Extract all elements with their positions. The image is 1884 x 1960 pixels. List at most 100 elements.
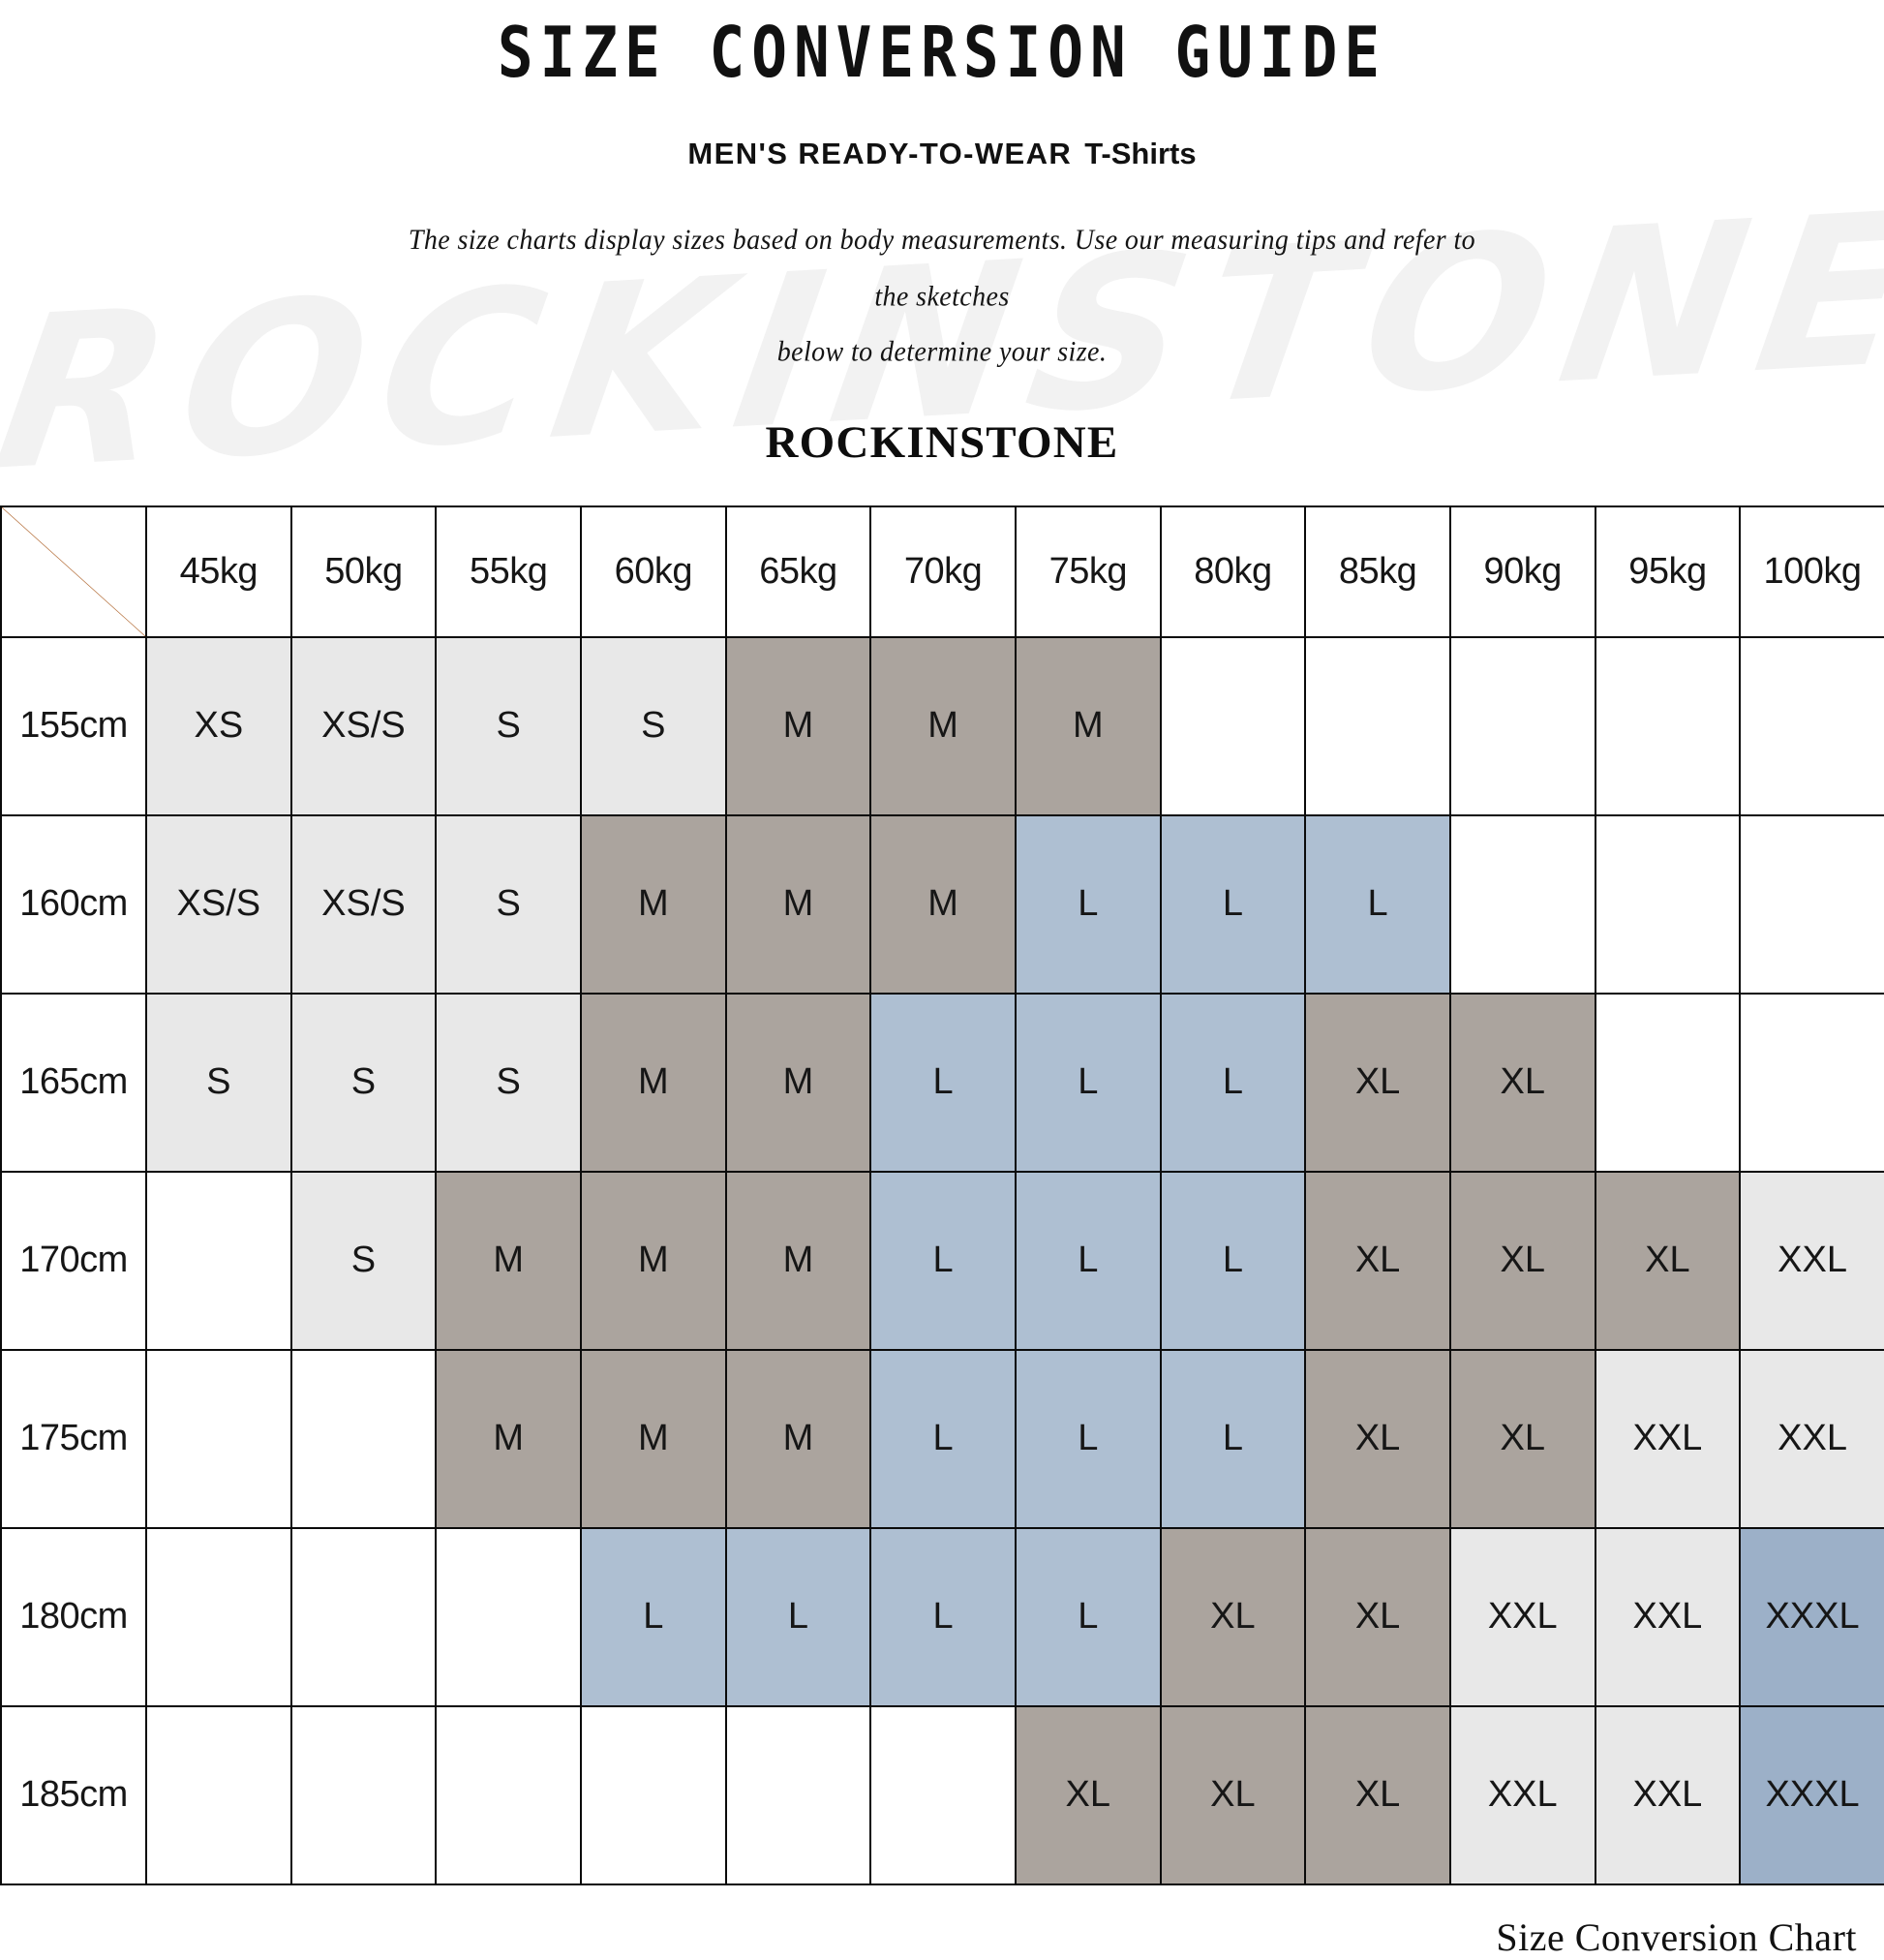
size-cell: XXL [1739,1170,1884,1351]
size-cell: XS [145,635,292,816]
description-line-2: below to determine your size. [776,336,1108,369]
size-cell: M [1014,635,1162,816]
subtitle: MEN'S READY-TO-WEAR T-Shirts [0,137,1884,171]
size-cell: M [724,635,872,816]
size-cell: XXL [1594,1526,1742,1707]
size-cell: S [579,635,727,816]
size-cell-empty [1448,635,1596,816]
column-header-weight: 90kg [1448,505,1596,638]
size-cell: XS/S [289,813,438,995]
size-cell-empty [869,1704,1017,1885]
size-cell: L [1014,992,1162,1173]
size-cell-empty [289,1704,438,1885]
size-cell: L [1014,1170,1162,1351]
size-cell: M [579,1348,727,1529]
size-cell: S [145,992,292,1173]
size-cell: XXL [1448,1526,1596,1707]
size-cell: M [869,813,1017,995]
size-cell-empty [1739,992,1884,1173]
size-conversion-table: 45kg 50kg 55kg 60kg 65kg 70kg 75kg 80kg 85kg 90kg… [0,505,1884,1885]
size-cell: L [1014,1348,1162,1529]
table-row: 160cm XS/S XS/S S M M M L L L [0,813,1884,995]
table-header-row: 45kg 50kg 55kg 60kg 65kg 70kg 75kg 80kg 85kg 90kg… [0,505,1884,638]
size-cell: XL [1159,1704,1307,1885]
table-row: 185cm XL XL XL XXL XXL XXXL [0,1704,1884,1885]
subtitle-category: MEN'S READY-TO-WEAR [687,137,1073,171]
row-header-height: 160cm [0,813,147,995]
size-cell: XL [1448,1170,1596,1351]
table-row: 165cm S S S M M L L L XL XL [0,992,1884,1173]
description: The size charts display sizes based on b… [395,213,1489,382]
column-header-weight: 50kg [289,505,438,638]
size-cell-empty [435,1526,582,1707]
description-line-1: The size charts display sizes based on b… [408,224,1476,313]
size-cell: XL [1594,1170,1742,1351]
size-cell: XXXL [1739,1704,1884,1885]
column-header-weight: 55kg [435,505,582,638]
table-row: 155cm XS XS/S S S M M M [0,635,1884,816]
size-cell: L [869,992,1017,1173]
size-cell: S [289,992,438,1173]
size-cell: XXL [1739,1348,1884,1529]
table-row: 180cm L L L L XL XL XXL XXL XXXL [0,1526,1884,1707]
column-header-weight: 85kg [1304,505,1451,638]
size-cell-empty [145,1526,292,1707]
size-cell: XL [1159,1526,1307,1707]
size-cell: L [869,1170,1017,1351]
subtitle-product: T-Shirts [1084,137,1197,171]
size-cell: L [1159,1170,1307,1351]
size-cell-empty [1594,635,1742,816]
size-cell: L [724,1526,872,1707]
size-chart-container: 45kg 50kg 55kg 60kg 65kg 70kg 75kg 80kg 85kg 90kg… [0,505,1884,1885]
size-cell: XS/S [145,813,292,995]
size-cell: M [435,1170,582,1351]
page-title: SIZE CONVERSION GUIDE [497,12,1387,94]
row-header-height: 175cm [0,1348,147,1529]
size-cell: XL [1304,1170,1451,1351]
size-cell-empty [1159,635,1307,816]
size-cell: XS/S [289,635,438,816]
page-header: SIZE CONVERSION GUIDE MEN'S READY-TO-WEA… [0,0,1884,469]
size-cell: L [1159,992,1307,1173]
size-cell: M [724,992,872,1173]
size-cell: L [1304,813,1451,995]
size-cell: L [1159,1348,1307,1529]
size-cell: M [435,1348,582,1529]
size-cell-empty [1739,635,1884,816]
size-cell: L [579,1526,727,1707]
size-cell: L [1159,813,1307,995]
size-cell: XL [1014,1704,1162,1885]
size-cell-empty [289,1348,438,1529]
size-cell: S [435,992,582,1173]
axis-corner-cell [0,505,147,638]
size-cell: XXL [1594,1348,1742,1529]
column-header-weight: 45kg [145,505,292,638]
size-cell: M [579,1170,727,1351]
size-cell: XL [1304,1348,1451,1529]
row-header-height: 180cm [0,1526,147,1707]
diagonal-divider-icon [2,507,145,636]
size-cell: XXL [1448,1704,1596,1885]
size-cell: M [724,1348,872,1529]
table-row: 170cm S M M M L L L XL XL XL XXL [0,1170,1884,1351]
size-cell: L [1014,813,1162,995]
size-cell: XL [1304,1704,1451,1885]
table-row: 175cm M M M L L L XL XL XXL XXL [0,1348,1884,1529]
size-cell: M [724,1170,872,1351]
column-header-weight: 75kg [1014,505,1162,638]
size-cell: S [289,1170,438,1351]
size-cell: XXXL [1739,1526,1884,1707]
size-cell: L [869,1348,1017,1529]
size-cell: S [435,635,582,816]
size-cell: M [869,635,1017,816]
size-cell: XXL [1594,1704,1742,1885]
size-cell-empty [724,1704,872,1885]
size-cell: L [869,1526,1017,1707]
size-cell: M [579,992,727,1173]
size-cell: XL [1304,992,1451,1173]
size-cell: S [435,813,582,995]
size-cell: M [579,813,727,995]
size-cell-empty [1304,635,1451,816]
size-cell-empty [145,1348,292,1529]
size-cell-empty [579,1704,727,1885]
